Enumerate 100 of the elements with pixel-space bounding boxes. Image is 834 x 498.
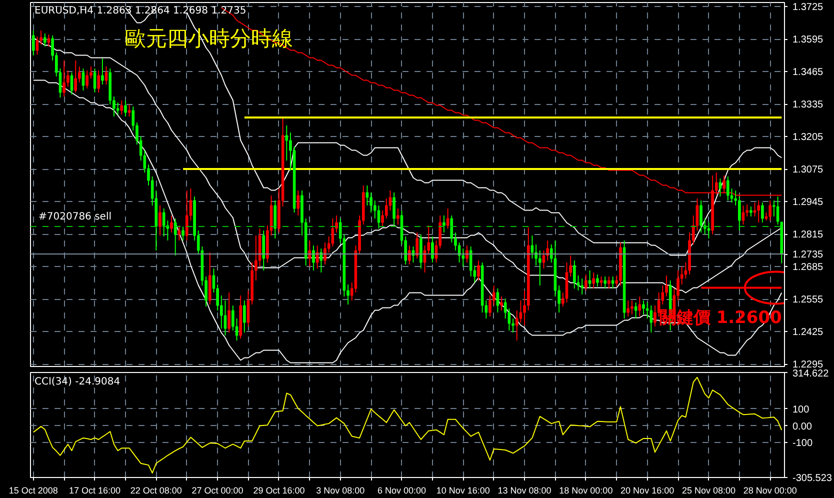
ref-line-label: #7020786 sell [38,212,112,222]
candlestick [224,300,227,336]
x-tick-label: 10 Nov 16:00 [436,486,490,496]
candlestick [124,100,127,117]
candlestick [466,245,468,263]
candlestick [285,125,288,161]
candlestick [320,248,323,273]
y-tick-label: -100 [792,438,813,450]
candlestick [178,225,181,241]
candlestick [158,205,162,236]
candlestick [722,175,726,193]
candlestick [370,192,372,213]
x-tick-label: 18 Nov 00:00 [559,486,613,496]
candlestick [768,200,772,221]
candlestick [634,302,638,319]
y-tick-label: 1.2295 [792,360,824,370]
candlestick [228,292,230,333]
candlestick [174,218,177,256]
candlestick [750,206,752,217]
candlestick [630,300,634,315]
candlestick [580,278,584,295]
candlestick [588,270,592,289]
candlestick [308,240,312,267]
candlestick [104,66,108,85]
candlestick [101,58,104,85]
candlestick [726,176,730,201]
candlestick [584,274,588,291]
candlestick [62,60,66,97]
candlestick [707,222,710,239]
candlestick [626,300,630,317]
candlestick [450,215,454,243]
x-tick-label: 17 Oct 16:00 [69,486,121,496]
x-tick-label: 20 Nov 16:00 [620,486,674,496]
candlestick [496,288,500,313]
candlestick [538,250,542,286]
candlestick [316,245,319,269]
candlestick [596,274,599,287]
candlestick [324,242,326,265]
chart-title: CCI(34) -24.9084 [34,376,120,388]
candlestick [408,245,411,265]
candlestick [604,276,607,289]
candlestick [718,178,722,197]
candlestick [753,202,756,217]
candlestick [416,232,418,259]
candlestick [600,276,603,287]
candlestick [573,260,576,289]
candlestick [170,215,173,233]
x-tick-label: 28 Nov 00:00 [743,486,797,496]
candlestick [431,236,434,263]
candlestick [82,68,85,91]
candlestick [70,72,74,95]
y-tick-label: 100 [792,404,810,416]
candlestick [534,244,538,266]
candlestick [442,215,446,233]
candlestick [262,230,266,271]
candlestick [488,295,492,317]
x-tick-label: 27 Oct 00:00 [192,486,244,496]
x-tick-label: 22 Oct 08:00 [130,486,182,496]
candlestick [638,296,642,317]
y-tick-label: 1.3465 [792,67,824,78]
y-tick-label: 0.00 [792,421,812,432]
candlestick [97,70,100,93]
candlestick [665,275,668,297]
candlestick [120,100,124,115]
candlestick [761,202,764,223]
candlestick [650,305,653,333]
candlestick [185,190,188,241]
x-tick-label: 3 Nov 08:00 [316,486,365,496]
candlestick [592,272,596,289]
x-tick-label: 13 Nov 08:00 [498,486,552,496]
candlestick [700,200,702,233]
y-tick-label: 1.3595 [792,34,824,46]
candlestick [32,30,35,56]
candlestick [182,226,184,241]
candlestick [93,68,96,93]
y-tick-label: 1.3075 [792,164,824,176]
y-tick-label: 1.2945 [792,197,824,208]
y-tick-label: 1.2815 [792,230,824,240]
candlestick [296,190,300,216]
x-tick-label: 25 Nov 08:00 [682,486,736,496]
candlestick [47,34,50,47]
candlestick [608,276,610,289]
candlestick [458,242,461,263]
candlestick [642,300,645,315]
candlestick [546,240,549,261]
y-tick-label: 314.622 [792,368,830,380]
x-tick-label: 15 Oct 2008 [8,486,58,496]
ref-line-label: 1.2735 [792,250,824,260]
candlestick [742,205,745,225]
x-tick-label: 29 Oct 16:00 [253,486,305,496]
y-tick-label: 1.2425 [792,327,824,338]
y-tick-label: 1.3335 [792,100,824,110]
y-tick-label: 1.2555 [792,294,824,306]
y-tick-label: -305.523 [792,473,832,484]
y-tick-label: 1.3725 [792,2,824,13]
candlestick [420,234,422,269]
candlestick [274,200,277,239]
candlestick [530,235,534,259]
candlestick [312,245,315,271]
candlestick [500,296,503,311]
